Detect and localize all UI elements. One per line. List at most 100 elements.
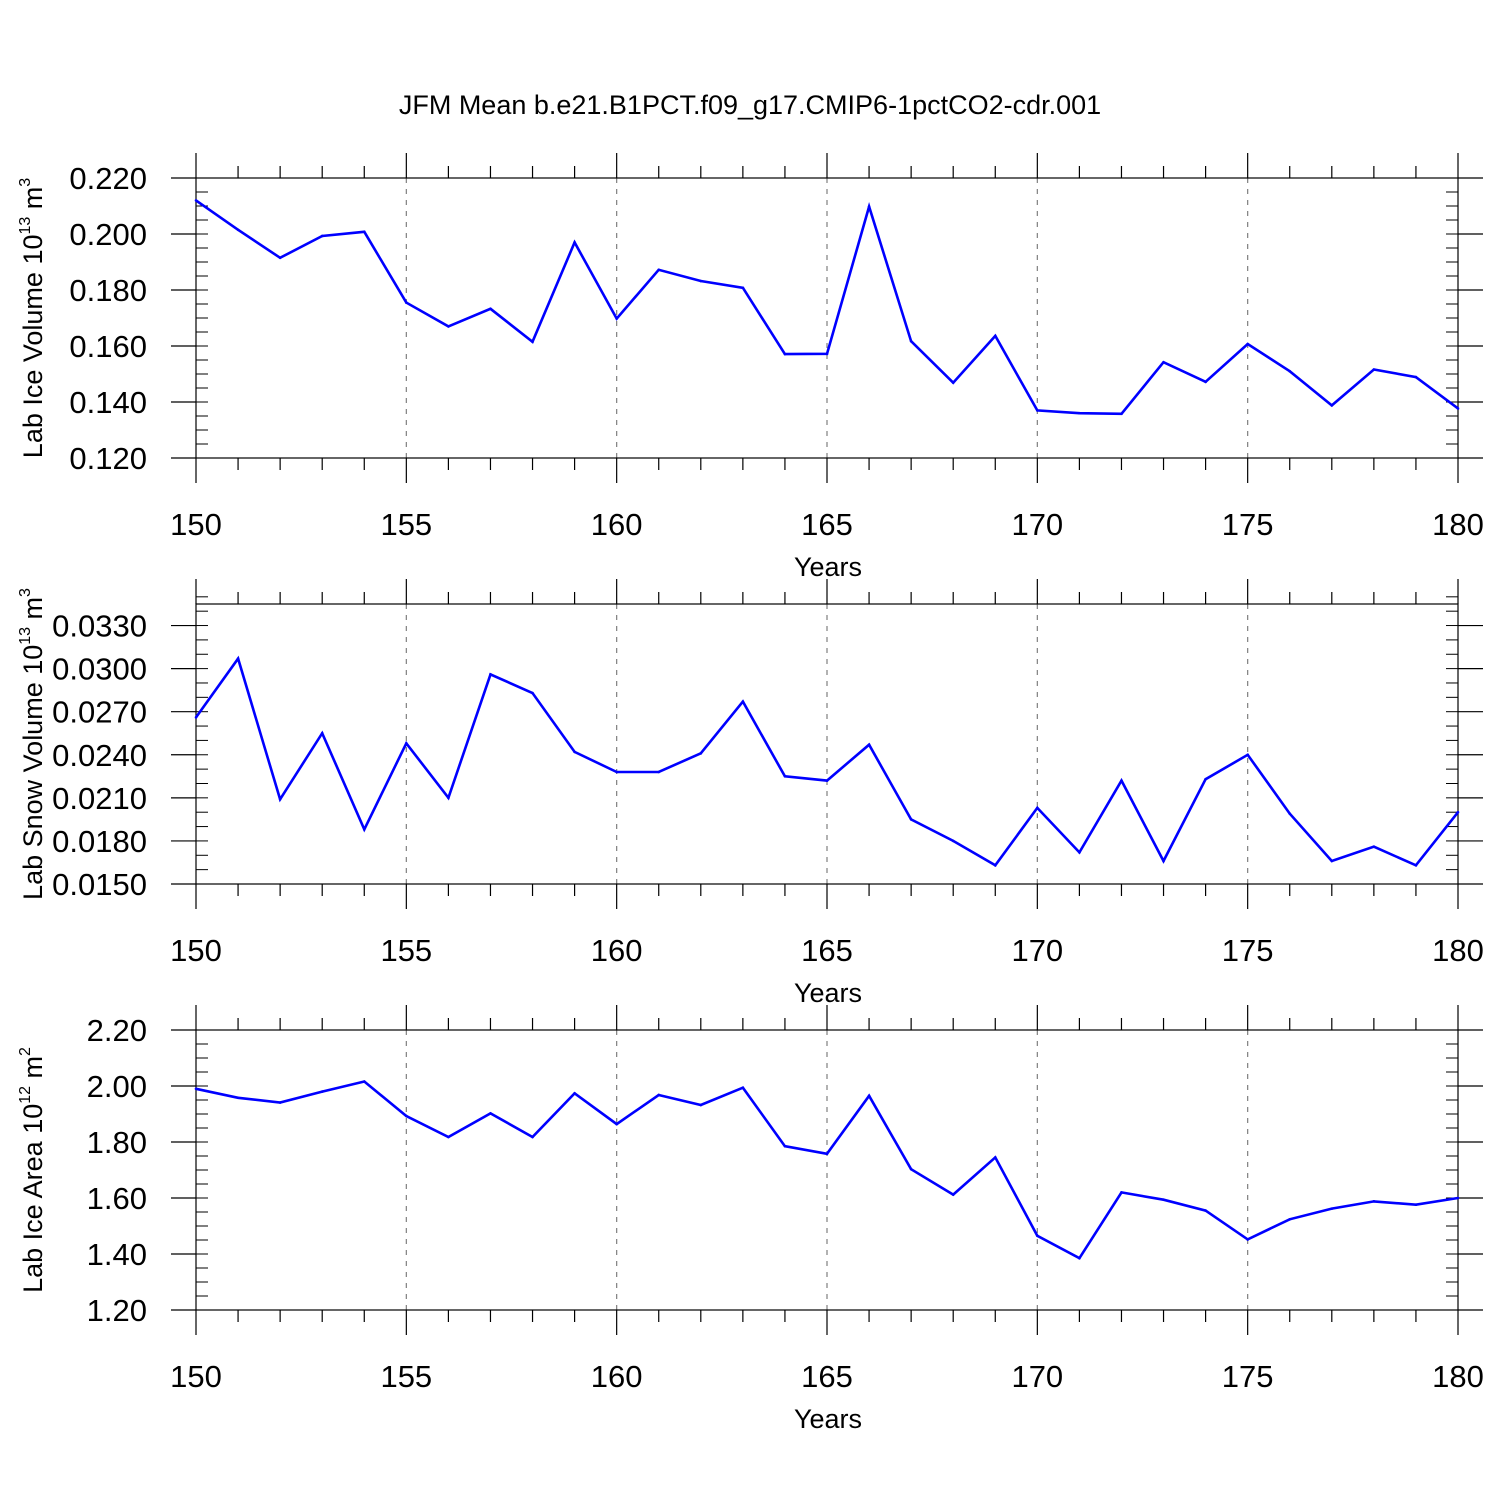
data-point (1288, 812, 1292, 815)
x-tick-label: 175 (1222, 507, 1274, 542)
data-point (1204, 1209, 1207, 1212)
data-point (320, 731, 324, 735)
data-point (741, 700, 745, 703)
data-point (699, 279, 703, 283)
data-point (1036, 409, 1039, 412)
y-tick-label: 0.0330 (52, 609, 147, 644)
data-point (1120, 412, 1123, 416)
data-point (1162, 859, 1165, 863)
data-point (1414, 864, 1418, 867)
y-tick-label: 2.00 (87, 1069, 147, 1104)
data-point (489, 673, 492, 676)
data-point (867, 743, 871, 747)
x-tick-label: 180 (1432, 507, 1484, 542)
data-point (489, 307, 492, 311)
data-point (951, 1193, 955, 1196)
y-axis-label: Lab Ice Volume 1013 m3 (17, 178, 48, 458)
data-point (236, 1096, 240, 1100)
data-point (1162, 1198, 1165, 1201)
panel-1: 0.120 0.140 0.160 0.180 0.200 0.220 150 155 160 1… (17, 153, 1484, 582)
data-point (825, 1152, 829, 1156)
data-point (1120, 1191, 1123, 1194)
data-point (1456, 407, 1460, 410)
y-tick-label: 0.0300 (52, 652, 147, 687)
data-point (867, 205, 871, 208)
data-point (1288, 1217, 1292, 1221)
data-point (657, 770, 661, 774)
x-tick-label: 180 (1432, 933, 1484, 968)
data-point (909, 818, 913, 821)
data-point (278, 256, 282, 260)
data-point (1330, 1207, 1334, 1210)
x-axis-label: Years (794, 552, 862, 582)
data-point (1414, 375, 1418, 379)
data-point (699, 752, 703, 755)
data-point (1246, 1238, 1249, 1241)
data-point (447, 796, 450, 800)
data-point (993, 334, 997, 338)
data-point (362, 828, 366, 831)
y-tick-label: 0.0180 (52, 824, 147, 859)
y-tick-label: 1.40 (87, 1237, 147, 1272)
x-tick-label: 160 (591, 507, 643, 542)
data-point (531, 1135, 534, 1139)
x-tick-label: 175 (1222, 933, 1274, 968)
y-tick-label: 1.80 (87, 1125, 147, 1160)
data-point (993, 1156, 997, 1159)
data-point (194, 199, 198, 202)
data-point (1414, 1203, 1418, 1207)
data-point (657, 1093, 661, 1097)
data-point (1162, 360, 1165, 364)
y-tick-label: 2.20 (87, 1013, 147, 1048)
data-point (531, 340, 534, 344)
data-point (909, 1167, 913, 1171)
y-tick-label: 0.140 (69, 385, 147, 420)
x-tick-label: 165 (801, 933, 853, 968)
x-tick-label: 150 (170, 507, 222, 542)
data-point (320, 1090, 324, 1093)
x-tick-label: 175 (1222, 1359, 1274, 1394)
data-point (278, 1101, 282, 1104)
data-point (1204, 380, 1207, 384)
data-point (1120, 779, 1123, 782)
y-tick-label: 0.0240 (52, 738, 147, 773)
data-point (573, 1091, 576, 1095)
data-point (447, 1135, 450, 1139)
y-tick-label: 0.180 (69, 273, 147, 308)
data-point (1078, 1256, 1081, 1260)
data-point (362, 230, 366, 234)
data-point (405, 1114, 408, 1118)
data-point (1456, 810, 1460, 814)
y-tick-label: 0.200 (69, 217, 147, 252)
y-tick-label: 0.220 (69, 161, 147, 196)
data-point (194, 1087, 198, 1091)
data-point (867, 1094, 871, 1098)
data-point (1078, 851, 1081, 854)
data-point (1288, 369, 1292, 373)
y-axis-label: Lab Ice Area 1012 m2 (17, 1047, 48, 1293)
y-tick-label: 1.20 (87, 1293, 147, 1328)
data-point (1330, 404, 1334, 407)
data-point (573, 241, 576, 244)
data-point (194, 716, 198, 719)
data-point (320, 234, 324, 238)
x-tick-label: 165 (801, 1359, 853, 1394)
data-point (362, 1080, 366, 1083)
data-point (615, 317, 618, 320)
panel-2: 0.0150 0.0180 0.0210 0.0240 0.0270 0.0300 0.03… (17, 579, 1484, 1008)
data-point (1246, 753, 1249, 757)
x-tick-label: 160 (591, 1359, 643, 1394)
data-point (447, 325, 450, 328)
x-axis-label: Years (794, 978, 862, 1008)
data-point (1078, 411, 1081, 415)
data-point (993, 864, 997, 867)
data-point (741, 1086, 745, 1089)
data-point (236, 228, 240, 232)
data-point (1372, 1200, 1376, 1203)
data-point (489, 1112, 492, 1115)
panel-3: 1.20 1.40 1.60 1.80 2.00 2.20 150 155 160 165 170 1… (17, 1005, 1484, 1434)
x-tick-label: 170 (1011, 1359, 1063, 1394)
y-tick-label: 0.0210 (52, 781, 147, 816)
data-point (1372, 368, 1376, 371)
